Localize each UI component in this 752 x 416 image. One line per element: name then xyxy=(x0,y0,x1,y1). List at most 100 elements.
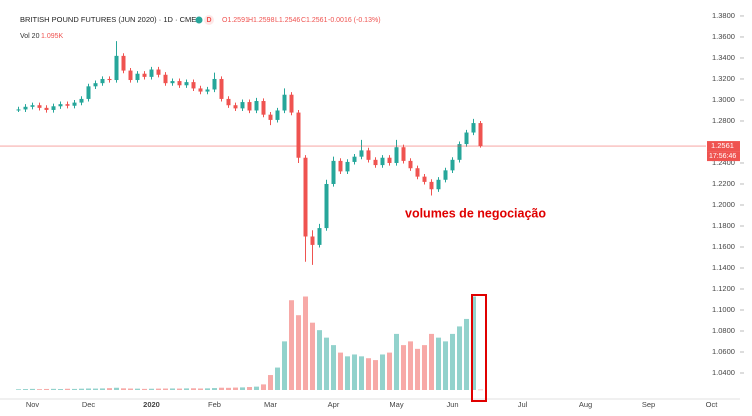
y-tick-label: 1.0400 xyxy=(712,368,735,377)
ohlc-change: -0.0016 (-0.13%) xyxy=(328,17,381,24)
volume-bar xyxy=(261,384,266,390)
candle-body xyxy=(324,183,329,229)
last-price-tag xyxy=(707,141,740,152)
volume-bar xyxy=(359,356,364,390)
volume-bar xyxy=(191,388,196,390)
candle-body xyxy=(142,73,147,77)
volume-bar xyxy=(310,322,315,390)
y-tick-label: 1.1400 xyxy=(712,263,735,272)
x-tick-label: Feb xyxy=(208,400,221,409)
candle-body xyxy=(338,160,343,172)
x-tick-label: Jun xyxy=(446,400,458,409)
volume-bar xyxy=(303,296,308,390)
countdown-tag xyxy=(707,151,740,162)
volume-bar xyxy=(58,389,63,390)
volume-bar xyxy=(114,387,119,390)
candle-body xyxy=(219,78,224,99)
candle-body xyxy=(352,156,357,162)
candle-body xyxy=(16,109,21,111)
volume-bar xyxy=(247,387,252,390)
candle-body xyxy=(198,88,203,92)
y-tick-label: 1.1200 xyxy=(712,284,735,293)
candle-body xyxy=(261,101,266,115)
volume-bar xyxy=(324,337,329,390)
y-tick-label: 1.3800 xyxy=(712,11,735,20)
interval-badge: D xyxy=(206,17,211,24)
last-price-label: 1.2561 xyxy=(711,141,734,150)
y-tick-label: 1.3200 xyxy=(712,74,735,83)
y-tick-label: 1.0800 xyxy=(712,326,735,335)
candle-body xyxy=(422,176,427,182)
volume-bar xyxy=(443,341,448,390)
badge-bg xyxy=(204,15,214,25)
volume-bar xyxy=(177,388,182,390)
candle-body xyxy=(163,74,168,84)
volume-bar xyxy=(289,300,294,390)
volume-bar xyxy=(401,345,406,390)
volume-bar xyxy=(415,348,420,390)
y-tick-label: 1.1800 xyxy=(712,221,735,230)
volume-label: 1.095K xyxy=(41,33,64,40)
volume-bar xyxy=(394,333,399,390)
volume-bar xyxy=(429,333,434,390)
candle-body xyxy=(478,123,483,147)
candle-body xyxy=(359,150,364,157)
candle-body xyxy=(100,78,105,84)
volume-bar xyxy=(275,367,280,390)
volume-bar xyxy=(380,354,385,390)
candle-body xyxy=(471,123,476,133)
x-tick-label: Oct xyxy=(706,400,719,409)
candle-body xyxy=(191,82,196,89)
candle-body xyxy=(23,106,28,110)
candle-body xyxy=(156,69,161,75)
candle-body xyxy=(436,179,441,190)
ohlc-open: O1.2591 xyxy=(222,17,249,24)
x-tick-label: Mar xyxy=(264,400,277,409)
volume-bar xyxy=(254,386,259,390)
candle-body xyxy=(387,157,392,163)
candle-body xyxy=(58,104,63,107)
volume-bar xyxy=(51,388,56,390)
candle-body xyxy=(401,147,406,161)
volume-bar xyxy=(135,388,140,390)
y-tick-label: 1.3400 xyxy=(712,53,735,62)
candle-body xyxy=(233,105,238,109)
y-tick-label: 1.1000 xyxy=(712,305,735,314)
candle-body xyxy=(443,170,448,180)
candle-body xyxy=(121,55,126,71)
y-tick-label: 1.3000 xyxy=(712,95,735,104)
x-tick-label: Dec xyxy=(82,400,96,409)
y-tick-label: 1.2400 xyxy=(712,158,735,167)
volume-bar xyxy=(457,326,462,390)
x-tick-label: Jul xyxy=(518,400,528,409)
y-tick-label: 1.1600 xyxy=(712,242,735,251)
x-tick-label: 2020 xyxy=(143,400,160,409)
volume-bar xyxy=(296,315,301,390)
candle-body xyxy=(457,144,462,160)
volume-bar xyxy=(100,388,105,390)
y-tick-label: 1.0600 xyxy=(712,347,735,356)
volume-bar xyxy=(233,387,238,390)
y-tick-label: 1.3600 xyxy=(712,32,735,41)
volume-bar xyxy=(450,333,455,390)
volume-bar xyxy=(198,388,203,390)
candle-body xyxy=(135,73,140,81)
candle-body xyxy=(30,105,35,107)
annotation: volumes de negociação xyxy=(405,206,546,220)
volume-bar xyxy=(86,388,91,390)
candle-body xyxy=(170,81,175,84)
volume-bar xyxy=(30,388,35,390)
candle-body xyxy=(296,112,301,158)
candle-body xyxy=(212,78,217,90)
y-tick-label: 1.2200 xyxy=(712,179,735,188)
candle-body xyxy=(177,81,182,86)
volume-bar xyxy=(72,388,77,390)
volume-bar xyxy=(471,296,476,390)
candle-body xyxy=(149,69,154,77)
volume-bar xyxy=(240,387,245,390)
candle-body xyxy=(317,228,322,245)
volume-bar xyxy=(408,341,413,390)
volume-bar xyxy=(163,388,168,390)
candle-body xyxy=(65,104,70,106)
